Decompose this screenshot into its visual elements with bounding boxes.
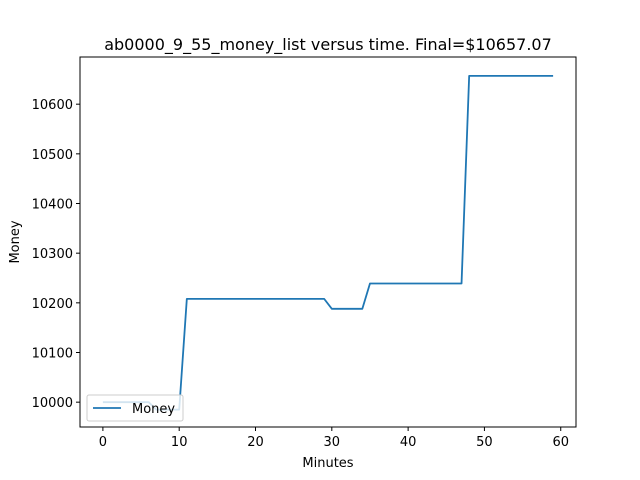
x-tick-label: 0 (99, 435, 107, 450)
legend-label-money: Money (132, 402, 175, 417)
x-tick-label: 20 (247, 435, 264, 450)
y-tick-label: 10500 (32, 148, 73, 163)
x-tick-label: 10 (171, 435, 188, 450)
legend-box (86, 394, 184, 422)
y-tick-label: 10200 (32, 297, 73, 312)
y-tick-label: 10100 (32, 347, 73, 362)
y-tick-label: 10600 (32, 98, 73, 113)
x-axis-title: Minutes (302, 456, 353, 471)
y-tick-label: 10300 (32, 247, 73, 262)
x-tick-label: 40 (400, 435, 417, 450)
x-tick-label: 60 (552, 435, 569, 450)
y-tick-label: 10400 (32, 198, 73, 213)
legend: Money (86, 394, 184, 422)
chart-title: ab0000_9_55_money_list versus time. Fina… (104, 35, 552, 55)
x-tick-label: 50 (476, 435, 493, 450)
plot-frame (79, 56, 577, 428)
x-tick-label: 30 (324, 435, 341, 450)
y-tick-label: 10000 (32, 396, 73, 411)
y-axis-title: Money (8, 220, 23, 263)
ticks-layer: 0 10 20 30 40 50 60 10000 10100 10200 10300 10400 10… (32, 98, 569, 450)
